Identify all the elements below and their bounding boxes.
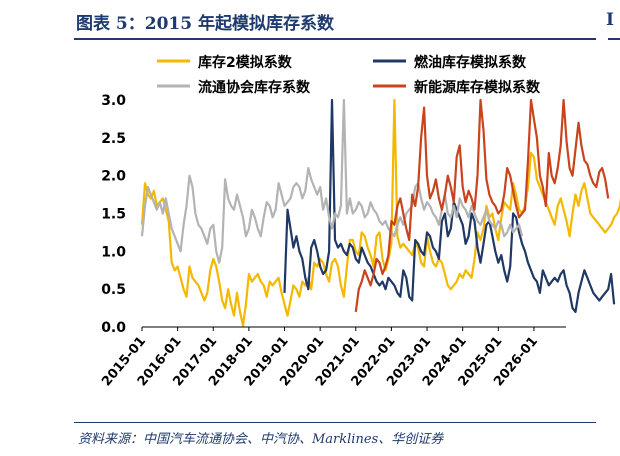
- y-tick-label: 2.0: [101, 169, 126, 185]
- legend-label: 燃油库存模拟系数: [414, 54, 527, 71]
- next-figure-rule: [608, 38, 620, 40]
- series-line-1: [140, 98, 620, 327]
- series-line-3: [140, 98, 524, 264]
- source-rule: [74, 422, 596, 423]
- series-line-4: [354, 98, 610, 313]
- y-tick-label: 1.0: [101, 244, 126, 260]
- y-tick-label: 2.5: [101, 131, 126, 147]
- next-figure-title-fragment: I: [606, 10, 614, 30]
- y-tick-label: 1.5: [101, 207, 126, 223]
- figure-title: 图表 5：2015 年起模拟库存系数: [76, 14, 334, 34]
- y-tick-label: 0.0: [101, 320, 126, 336]
- legend-label: 流通协会库存系数: [198, 79, 311, 96]
- legend-label: 新能源库存模拟系数: [414, 79, 541, 96]
- y-tick-label: 0.5: [101, 282, 126, 298]
- source-note: 资料来源：中国汽车流通协会、中汽协、Marklines、华创证券: [78, 432, 444, 447]
- legend-label: 库存2模拟系数: [198, 54, 293, 71]
- series-line-2: [283, 98, 616, 313]
- title-rule: [74, 38, 596, 40]
- series-layer: [140, 98, 620, 327]
- y-tick-label: 3.0: [101, 93, 126, 109]
